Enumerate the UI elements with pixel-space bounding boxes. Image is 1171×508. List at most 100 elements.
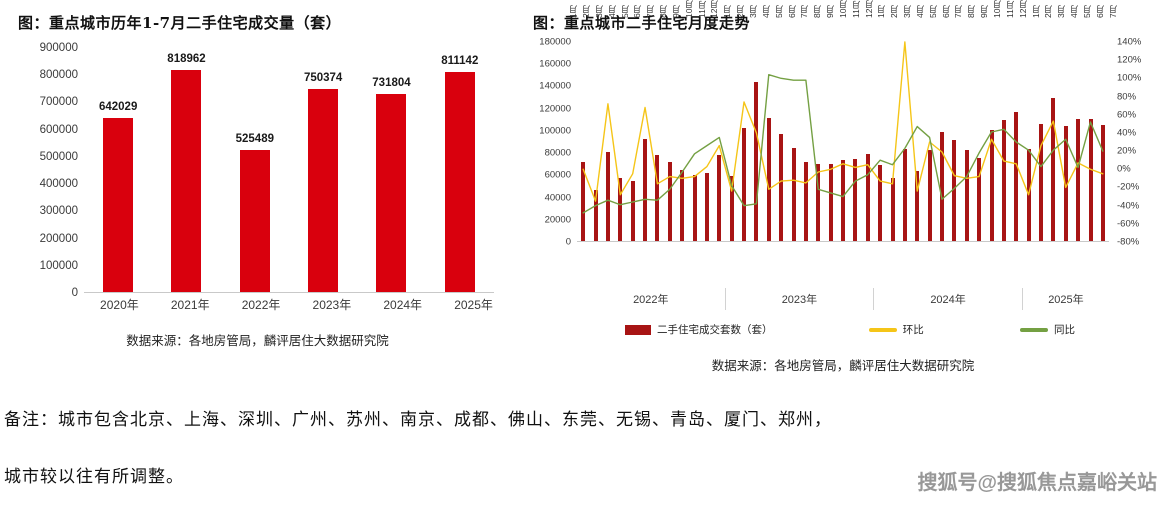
right-chart-month-slot: 9月 (670, 0, 683, 18)
right-chart-y-tick-right: 0% (1117, 163, 1131, 175)
right-chart-month-slot: 6月 (631, 0, 644, 18)
left-chart-x-axis: 2020年 2021年 2022年 2023年 2024年 2025年 (84, 296, 509, 313)
right-chart-y-tick-right: 100% (1117, 72, 1142, 84)
right-chart-month-slot: 2月 (580, 0, 593, 18)
right-chart-bar (643, 138, 648, 242)
right-chart-month-slot: 12月 (1017, 0, 1030, 18)
right-chart-month-slot: 12月 (862, 0, 875, 18)
right-chart-bar (940, 132, 945, 242)
right-chart-month-tick: 9月 (979, 4, 990, 18)
right-chart-bar (717, 155, 722, 242)
right-chart-month-slot: 2月 (888, 0, 901, 18)
right-chart-bar (989, 129, 994, 242)
right-chart-year-labels: 2022年 2023年 2024年 2025年 (577, 288, 1109, 310)
right-chart-bar-item (589, 42, 601, 242)
right-chart-month-tick: 1月 (568, 4, 579, 18)
right-chart-y-tick-left: 180000 (539, 36, 571, 48)
right-chart-month-slot: 6月 (939, 0, 952, 18)
right-chart-bar (927, 149, 932, 242)
right-chart-bar-item (948, 42, 960, 242)
right-chart-bar (581, 162, 586, 242)
right-chart-bar (816, 164, 821, 242)
right-chart-month-tick: 1月 (722, 4, 733, 18)
left-chart-y-tick: 700000 (39, 96, 78, 109)
right-chart-month-slot: 11月 (850, 0, 863, 18)
right-chart-month-tick: 3月 (1056, 4, 1067, 18)
right-chart-plot-area: 180000 160000 140000 120000 100000 80000 60000… (525, 37, 1161, 248)
right-chart-axis-line (577, 241, 1109, 242)
right-chart-month-labels: 1月 2月 3月 4月 5月 6月 7月 8月 9月 10月 11月 12月 1月 2月 3月 4月 5月 6月 7… (567, 0, 1119, 18)
legend-item[interactable]: 同比 (1020, 322, 1075, 337)
right-chart-y-tick-left: 120000 (539, 103, 571, 115)
legend-item[interactable]: 环比 (868, 322, 924, 337)
right-chart-month-tick: 7月 (1107, 4, 1118, 18)
right-chart-y-tick-right: -20% (1117, 181, 1140, 193)
right-chart-y-tick-right: 80% (1117, 91, 1137, 103)
right-chart-bar (667, 162, 672, 242)
right-chart-month-tick: 8月 (658, 4, 669, 18)
left-chart-bar (376, 93, 407, 293)
right-chart-bar (754, 82, 759, 242)
right-chart-bar-item (713, 42, 725, 242)
legend-item[interactable]: 二手住宅成交套数（套） (625, 322, 773, 337)
right-chart-month-tick: 12月 (1017, 0, 1028, 18)
right-chart-month-slot: 4月 (760, 0, 773, 18)
right-chart-month-slot: 4月 (1068, 0, 1081, 18)
right-chart-month-slot: 3月 (747, 0, 760, 18)
right-chart-month-tick: 3月 (747, 4, 758, 18)
right-chart-month-slot: 5月 (1081, 0, 1094, 18)
left-chart-y-axis: 900000 800000 700000 600000 500000 400000 3000… (20, 42, 82, 299)
right-chart-bar-item (1047, 42, 1059, 242)
right-chart-bar-item (651, 42, 663, 242)
right-chart-month-tick: 6月 (940, 4, 951, 18)
right-chart-bar-item (577, 42, 589, 242)
right-chart-month-slot: 8月 (657, 0, 670, 18)
left-chart-bar-item: 642029 (88, 48, 147, 293)
right-chart-bar-item (837, 42, 849, 242)
left-chart-y-tick: 900000 (39, 42, 78, 54)
right-chart-month-slot: 11月 (1004, 0, 1017, 18)
left-chart-bars: 642029 818962 525489 750374 731804 811142 (84, 48, 494, 293)
right-chart-bar (977, 157, 982, 242)
right-chart-y-tick-right: -80% (1117, 236, 1140, 248)
right-chart-bar (828, 164, 833, 242)
right-chart-month-tick: 11月 (850, 0, 861, 18)
left-chart-bar (444, 72, 475, 293)
right-chart-bar-item (961, 42, 973, 242)
right-chart-year-tick: 2025年 (1021, 288, 1109, 310)
right-chart-month-tick: 11月 (696, 0, 707, 18)
right-chart-bar-item (787, 42, 799, 242)
right-chart-month-slot: 7月 (952, 0, 965, 18)
legend-line-icon (868, 327, 897, 332)
right-chart-year-tick: 2024年 (873, 288, 1022, 310)
right-chart-month-tick: 9月 (825, 4, 836, 18)
right-chart-plot (577, 42, 1109, 242)
left-chart-title: 图：重点城市历年1-7月二手住宅成交量（套） (18, 14, 342, 32)
right-chart-bar (915, 170, 920, 242)
right-chart-bar-item (639, 42, 651, 242)
left-chart-x-tick: 2020年 (100, 298, 139, 312)
right-chart-bar-item (998, 42, 1010, 242)
right-chart-month-slot: 6月 (785, 0, 798, 18)
right-chart-month-slot: 4月 (914, 0, 927, 18)
right-chart-month-tick: 5月 (1081, 4, 1092, 18)
right-chart-bar (865, 154, 870, 242)
right-chart-bar (704, 173, 709, 242)
right-chart-bar (890, 177, 895, 242)
right-chart-month-tick: 12月 (709, 0, 720, 18)
right-chart-bar-item (911, 42, 923, 242)
legend-line-icon (1020, 327, 1048, 332)
right-chart-source: 数据来源：各地房管局，麟评居住大数据研究院 (711, 358, 975, 373)
right-chart-bar (618, 177, 623, 242)
left-chart-y-tick: 400000 (39, 178, 78, 191)
right-chart-month-slot: 5月 (927, 0, 940, 18)
right-chart-month-tick: 5月 (619, 4, 630, 18)
right-chart-month-tick: 7月 (953, 4, 964, 18)
right-chart-bar (742, 127, 747, 242)
right-chart-bar-item (664, 42, 676, 242)
right-chart-y-tick-left: 160000 (539, 58, 571, 70)
right-chart-bar (692, 175, 697, 242)
right-chart-month-tick: 2月 (1043, 4, 1054, 18)
right-chart-panel: 图：重点城市二手住宅月度走势 180000 160000 140000 120000 1… (515, 0, 1171, 390)
right-chart-line-mom (583, 42, 1103, 201)
